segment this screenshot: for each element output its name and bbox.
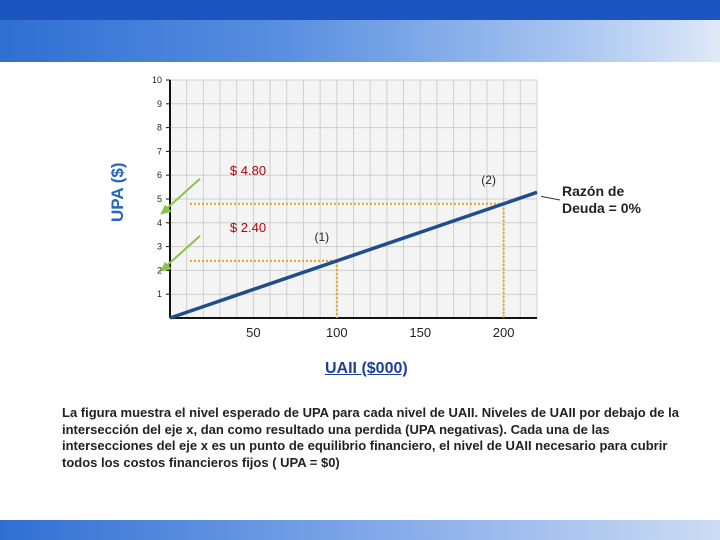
dotted-guides	[190, 202, 505, 318]
x-tick-label-100: 100	[326, 325, 348, 340]
y-tick-label-8: 8	[157, 123, 162, 133]
pointer-arrowhead-2	[160, 204, 172, 215]
pointer-arrow-1	[161, 235, 201, 271]
pointer-arrows	[160, 178, 201, 272]
series-lines	[169, 190, 561, 320]
y-tick-label-2: 2	[157, 265, 162, 275]
y-tick-label-3: 3	[157, 242, 162, 252]
header-stripe	[0, 0, 720, 20]
caption-text: La figura muestra el nivel esperado de U…	[62, 405, 679, 470]
x-tick-label-50: 50	[246, 325, 260, 340]
footer-band	[0, 520, 720, 540]
point-value-label-1: $ 2.40	[230, 220, 266, 235]
pointer-arrowhead-1	[160, 261, 172, 272]
series-line-1	[169, 190, 538, 320]
y-tick-label-1: 1	[157, 289, 162, 299]
point-value-label-2: $ 4.80	[230, 163, 266, 178]
y-tick-label-7: 7	[157, 146, 162, 156]
y-tick-label-4: 4	[157, 218, 162, 228]
x-axis-label: UAII ($000)	[325, 360, 408, 377]
pointer-arrow-2	[161, 178, 201, 214]
header-band	[0, 0, 720, 62]
y-tick-labels: 1 2 3 4 5 6 7 8 9 10	[152, 75, 170, 299]
y-tick-label-10: 10	[152, 75, 162, 85]
y-axis-label: UPA ($)	[108, 162, 127, 223]
ratio-line-2: Deuda = 0%	[562, 200, 641, 216]
ratio-line-1: Razón de	[562, 183, 625, 199]
y-tick-label-9: 9	[157, 99, 162, 109]
series-annotation: Razón de Deuda = 0%	[562, 183, 641, 217]
x-tick-labels: 50 100 150 200	[246, 325, 514, 340]
chart-grid	[170, 79, 538, 318]
x-tick-label-200: 200	[493, 325, 515, 340]
point-labels: (1) $ 2.40 (2) $ 4.80	[230, 163, 496, 244]
y-tick-label-6: 6	[157, 170, 162, 180]
point-marker-label-2: (2)	[481, 173, 496, 187]
annotation-connector	[540, 195, 561, 201]
point-marker-label-1: (1)	[314, 230, 329, 244]
x-tick-label-150: 150	[409, 325, 431, 340]
y-tick-label-5: 5	[157, 194, 162, 204]
